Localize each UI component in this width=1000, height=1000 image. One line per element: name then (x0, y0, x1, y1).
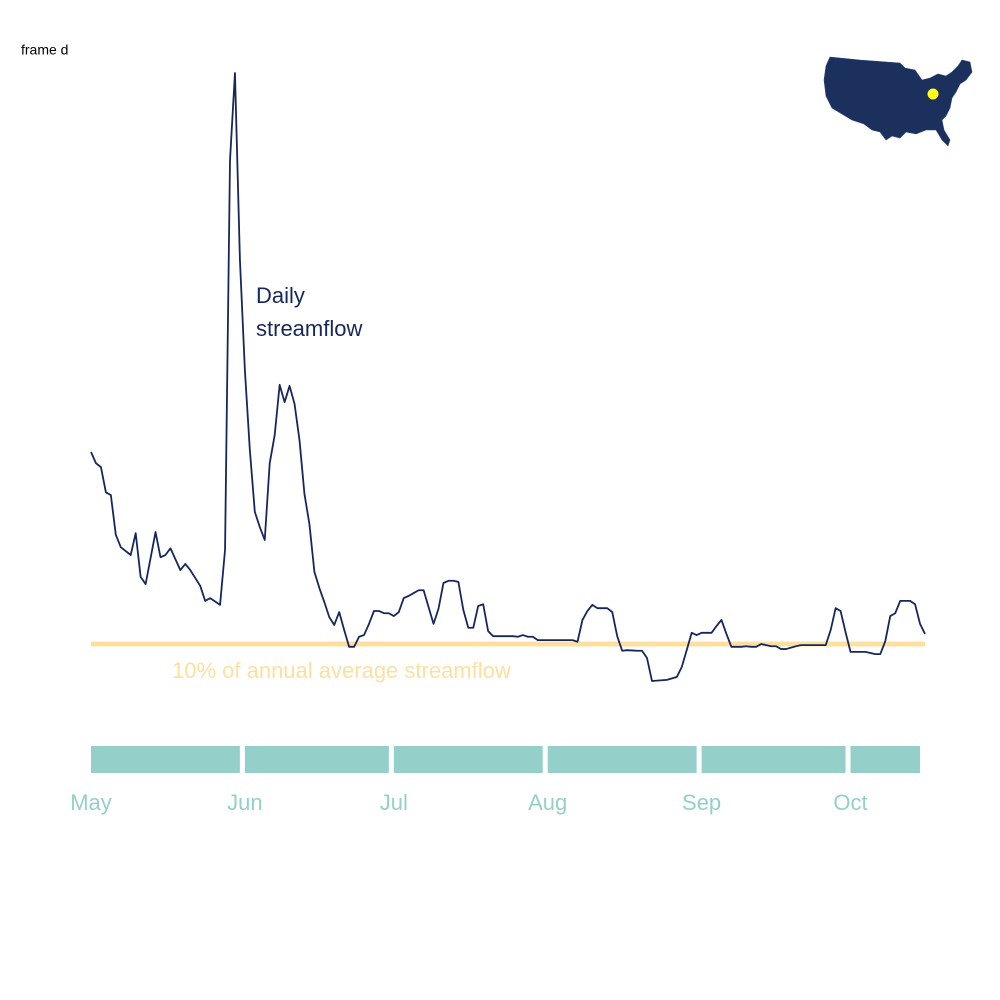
month-band (701, 746, 846, 773)
chart-title: frame d (21, 42, 68, 58)
month-band (393, 746, 543, 773)
month-band (850, 746, 920, 773)
us-map-inset (823, 56, 973, 147)
x-tick-label: Aug (528, 790, 567, 815)
us-map (823, 56, 973, 147)
threshold-label: 10% of annual average streamflow (172, 658, 511, 683)
month-band (91, 746, 240, 773)
x-tick-label: May (70, 790, 112, 815)
x-tick-label: Jul (380, 790, 408, 815)
series-annotation: Daily streamflow (256, 283, 363, 341)
x-tick-label: Sep (682, 790, 721, 815)
month-band (547, 746, 697, 773)
x-tick-label: Jun (227, 790, 262, 815)
site-marker (927, 88, 939, 100)
streamflow-line (90, 72, 926, 682)
month-band (244, 746, 389, 773)
x-tick-label: Oct (833, 790, 867, 815)
